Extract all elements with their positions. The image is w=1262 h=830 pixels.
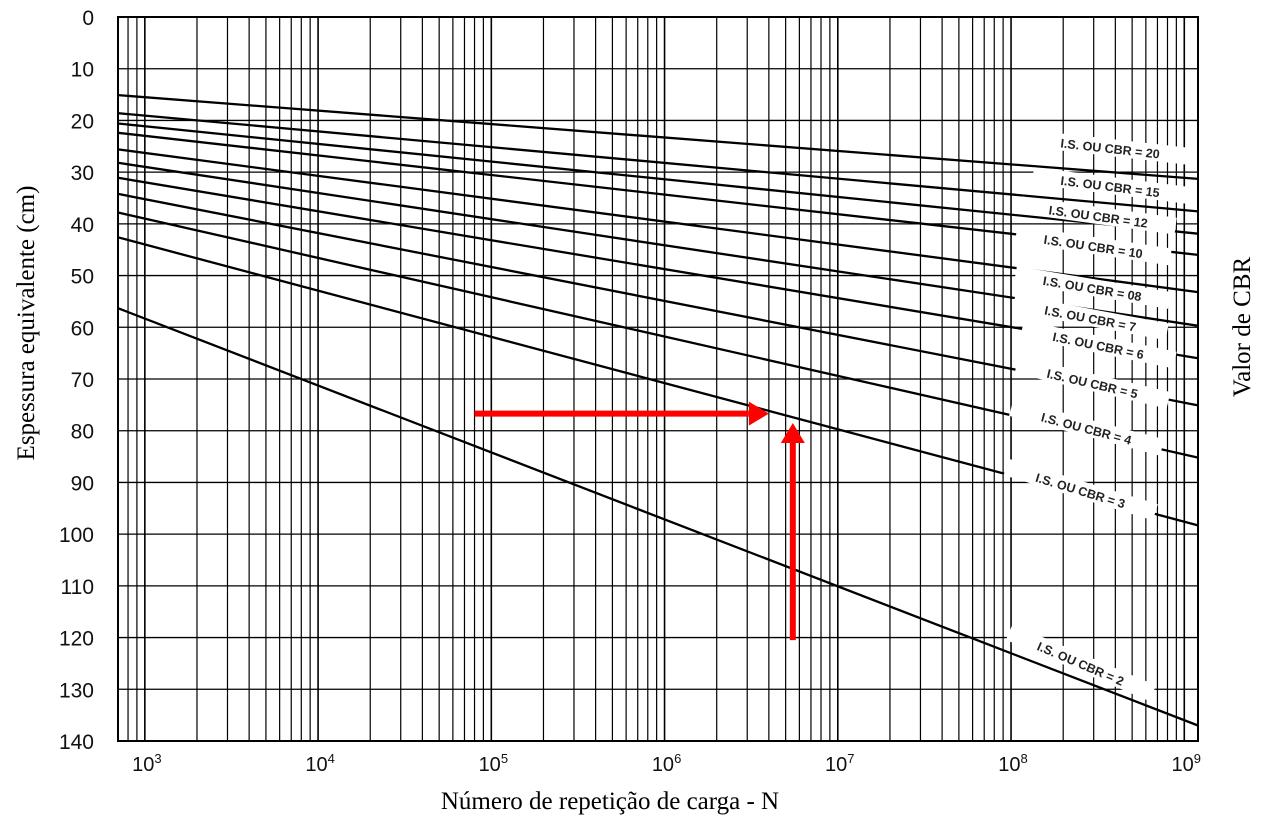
x-tick-label: 109 [1172, 751, 1201, 776]
curve-label-bg [1031, 167, 1189, 204]
curve-label-text: I.S. OU CBR = 2 [1035, 639, 1126, 688]
x-tick-label: 108 [998, 751, 1027, 776]
y-tick-label: 60 [71, 317, 94, 340]
curve-label-bg [1019, 196, 1177, 235]
grid [117, 16, 1198, 742]
y-tick-label: 70 [71, 369, 94, 392]
curve-label: I.S. OU CBR = 20 [1031, 130, 1189, 165]
curve-label-bg [1020, 320, 1177, 369]
y-tick-label: 80 [71, 421, 94, 444]
y-tick-label: 100 [59, 524, 94, 547]
curve-label: I.S. OU CBR = 5 [1014, 356, 1171, 409]
y-tick-label: 0 [82, 7, 94, 30]
right-axis-title: Valor de CBR [1229, 257, 1256, 398]
series-line [117, 122, 1199, 235]
curve-label-bg [1014, 356, 1171, 409]
curve-label-bg [1005, 624, 1157, 702]
y-tick-label: 10 [71, 59, 94, 82]
x-tick-label: 105 [479, 751, 508, 776]
y-tick-label: 130 [59, 679, 94, 702]
x-axis-title: Número de repetição de carga - N [441, 788, 779, 815]
plot-frame [117, 16, 1199, 742]
arrow-head [748, 401, 769, 426]
curve-label-text: I.S. OU CBR = 6 [1051, 330, 1145, 362]
series-line [117, 176, 1199, 360]
series-line [117, 112, 1199, 213]
x-tick-labels: 103 104 105 106 107 108 109 [132, 751, 1201, 776]
y-tick-label: 40 [71, 214, 94, 237]
curve-label: I.S. OU CBR = 4 [1009, 399, 1165, 456]
curve-label-text: I.S. OU CBR = 5 [1045, 367, 1139, 402]
y-tick-labels: 0 10 20 30 40 50 60 70 80 90 100 110 120 130 140 [59, 7, 94, 754]
y-tick-label: 140 [59, 731, 94, 754]
curve-label-bg [1014, 266, 1171, 309]
curve-label-bg [1009, 399, 1165, 456]
y-tick-label: 50 [71, 266, 94, 289]
x-tick-label: 104 [305, 751, 334, 776]
y-tick-label: 20 [71, 110, 94, 133]
curve-label-bg [1014, 225, 1172, 266]
y-tick-label: 90 [71, 472, 94, 495]
y-axis-title: Espessura equivalente (cm) [13, 186, 40, 461]
y-tick-label: 120 [59, 628, 94, 651]
red-arrows [474, 401, 805, 641]
curve-label-bg [1012, 294, 1169, 341]
arrow-head [780, 422, 805, 443]
y-tick-label: 30 [71, 162, 94, 185]
series-line [117, 93, 1199, 181]
x-tick-label: 106 [652, 751, 681, 776]
x-tick-label: 107 [825, 751, 854, 776]
curve-label: I.S. OU CBR = 3 [1003, 458, 1158, 521]
curve-label-bg [1003, 458, 1158, 521]
x-tick-label: 103 [132, 751, 161, 776]
curve-label-bg [1031, 130, 1189, 165]
series-line [117, 307, 1199, 727]
y-tick-label: 110 [61, 576, 94, 599]
